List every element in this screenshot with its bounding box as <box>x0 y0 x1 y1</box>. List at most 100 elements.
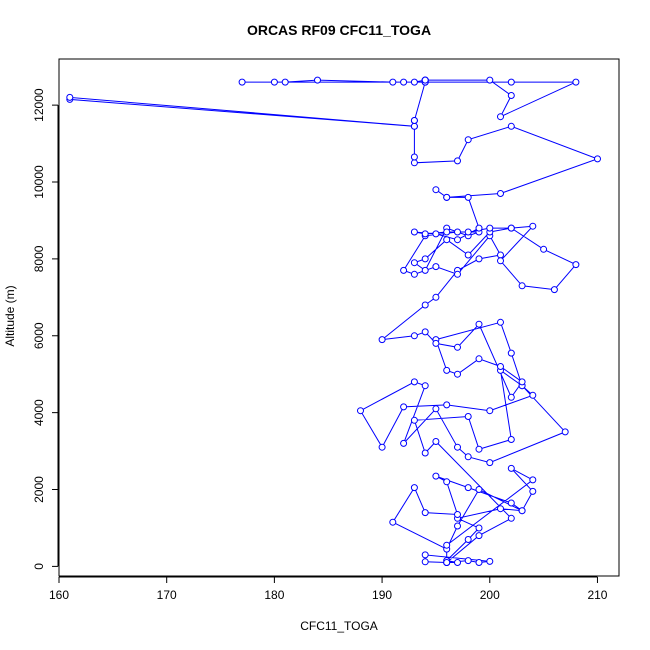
data-point <box>507 436 515 443</box>
data-point <box>421 382 429 390</box>
data-point <box>432 405 440 413</box>
data-point <box>357 407 364 415</box>
data-point <box>529 222 537 230</box>
data-point <box>475 355 483 363</box>
data-point <box>475 559 483 566</box>
data-point <box>518 378 526 386</box>
data-point <box>486 407 494 415</box>
y-tick-label: 8000 <box>32 245 46 272</box>
data-point <box>421 266 429 274</box>
data-point <box>486 557 494 565</box>
data-point <box>464 251 472 259</box>
x-tick-label: 200 <box>480 588 500 602</box>
x-axis-ticks: 160 170 180 190 200 210 <box>49 576 608 602</box>
data-point <box>314 76 321 84</box>
data-point <box>507 464 515 472</box>
data-point <box>475 524 483 532</box>
data-point <box>421 509 429 517</box>
data-point <box>410 378 418 386</box>
y-tick-label: 2000 <box>32 476 46 503</box>
data-point <box>464 557 472 565</box>
data-point <box>454 270 461 278</box>
data-point <box>475 320 483 328</box>
data-point <box>454 228 461 236</box>
data-point <box>410 153 418 161</box>
data-point <box>432 230 440 238</box>
data-point <box>443 228 451 236</box>
data-point <box>497 190 504 197</box>
data-point <box>410 484 418 492</box>
data-point <box>507 349 515 357</box>
y-tick-label: 6000 <box>32 322 46 349</box>
data-point <box>550 286 558 294</box>
data-point <box>378 443 386 451</box>
data-series <box>66 76 601 566</box>
y-axis-label: Altitude (m) <box>3 285 17 346</box>
data-point <box>400 266 408 274</box>
data-point <box>389 518 397 526</box>
data-point <box>529 476 537 484</box>
data-point <box>421 255 429 263</box>
data-point <box>475 486 483 493</box>
data-point <box>454 236 461 244</box>
data-point <box>486 459 494 467</box>
data-point <box>572 78 580 86</box>
data-point <box>410 332 418 340</box>
x-tick-label: 180 <box>264 588 284 602</box>
data-point <box>475 224 483 232</box>
data-point <box>238 78 246 86</box>
data-point <box>454 443 461 451</box>
data-point <box>454 511 461 518</box>
data-point <box>529 487 537 495</box>
data-point <box>66 93 74 101</box>
data-point <box>443 193 451 201</box>
data-point <box>421 328 429 336</box>
data-point <box>464 536 472 543</box>
data-point <box>421 76 429 84</box>
data-point <box>421 558 429 566</box>
data-point <box>400 439 408 447</box>
data-point <box>410 159 418 167</box>
data-point <box>443 401 451 409</box>
data-point <box>410 78 418 86</box>
data-point <box>518 282 526 290</box>
data-point <box>443 559 451 566</box>
data-point <box>497 251 504 259</box>
data-point <box>507 224 515 232</box>
data-point <box>454 370 461 378</box>
y-tick-label: 10000 <box>32 165 46 199</box>
data-point <box>400 403 408 411</box>
data-point <box>410 228 418 236</box>
data-point <box>389 78 397 86</box>
chart-title: ORCAS RF09 CFC11_TOGA <box>247 22 431 38</box>
data-point <box>421 230 429 238</box>
data-point <box>464 193 472 201</box>
data-point <box>507 92 515 99</box>
data-point <box>421 301 429 309</box>
data-point <box>529 391 537 399</box>
data-point <box>410 117 418 124</box>
data-point <box>464 228 472 236</box>
data-point <box>507 393 515 401</box>
data-point <box>518 507 526 515</box>
data-point <box>464 136 472 144</box>
data-point <box>497 505 504 513</box>
data-point <box>497 113 504 121</box>
data-point <box>454 559 461 566</box>
data-point <box>507 514 515 522</box>
data-point <box>432 293 440 301</box>
data-point <box>432 339 440 347</box>
x-tick-label: 170 <box>157 588 177 602</box>
data-point <box>443 478 451 486</box>
data-point <box>432 263 440 271</box>
data-point <box>475 255 483 263</box>
data-point <box>281 78 289 86</box>
data-point <box>410 270 418 278</box>
data-point <box>486 76 494 84</box>
data-point <box>464 484 472 492</box>
data-point <box>594 155 601 163</box>
data-point <box>432 186 440 194</box>
data-point <box>443 236 451 244</box>
